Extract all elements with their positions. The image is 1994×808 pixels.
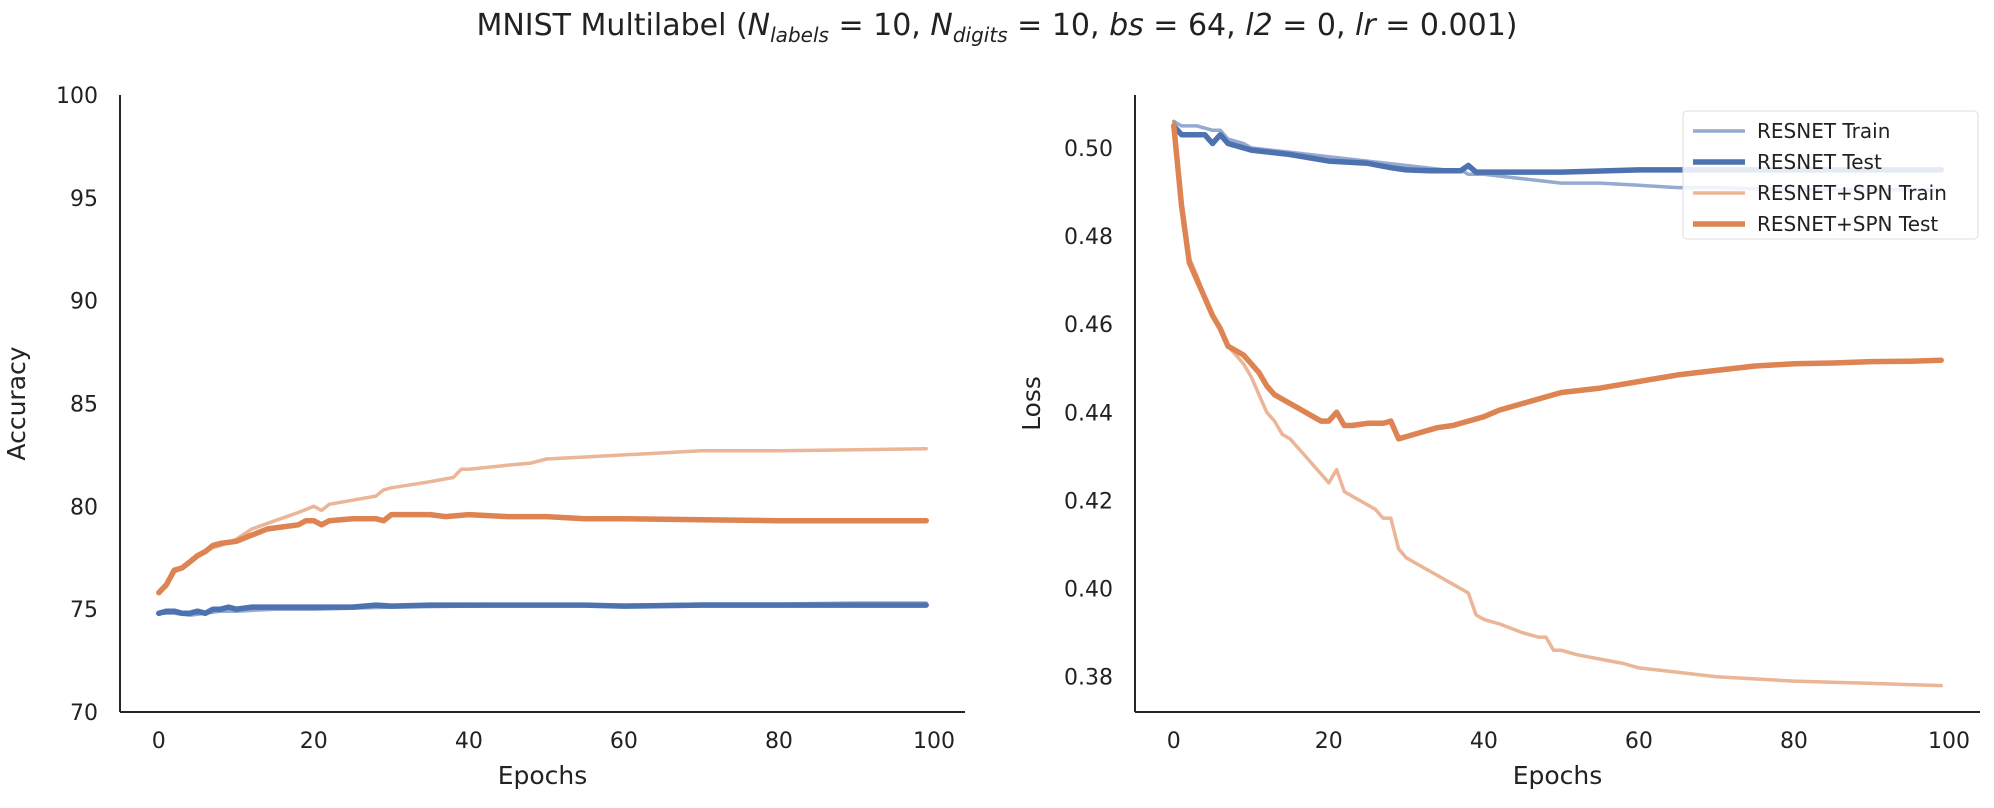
title-l2: l2	[1245, 8, 1273, 43]
x-tick-label: 20	[300, 729, 328, 754]
title-eq-digits: = 10,	[1007, 8, 1110, 43]
y-tick-label: 75	[70, 598, 98, 623]
x-tick-label: 0	[152, 729, 166, 754]
title-suffix: )	[1505, 8, 1518, 43]
title-digits-sub: digits	[952, 23, 1008, 47]
title-eq-bs: = 64,	[1143, 8, 1246, 43]
y-tick-label: 0.44	[1064, 401, 1113, 426]
title-eq-l2: = 0,	[1272, 8, 1356, 43]
title-n-digits: N	[930, 8, 953, 43]
y-tick-label: 70	[70, 701, 98, 726]
y-tick-label: 0.50	[1064, 137, 1113, 162]
title-eq-labels: = 10,	[828, 8, 931, 43]
x-tick-label: 80	[1780, 729, 1808, 754]
title-eq-lr: = 0.001	[1375, 8, 1506, 43]
plot-panel-accuracy: 0 20 40 60 80 100 70 75 80 85 90 95 100 Epochs Accurac…	[2, 84, 965, 790]
series-line-resnet-spn-test	[156, 511, 929, 596]
title-bs: bs	[1109, 8, 1144, 43]
title-prefix: MNIST Multilabel (	[476, 8, 748, 43]
y-tick-label: 100	[56, 84, 98, 109]
series-line-resnet-spn-test	[1171, 123, 1944, 442]
x-tick-label: 40	[455, 729, 483, 754]
legend-entry-label: RESNET Test	[1757, 150, 1882, 174]
y-tick-label: 95	[70, 187, 98, 212]
x-tick-label: 0	[1167, 729, 1181, 754]
y-tick-label: 0.48	[1064, 225, 1113, 250]
series-line-resnet-test	[156, 602, 929, 617]
legend-box	[1682, 110, 1979, 240]
y-tick-label: 0.42	[1064, 489, 1113, 514]
legend-entry-label: RESNET+SPN Test	[1757, 212, 1938, 236]
y-tick-label: 90	[70, 290, 98, 315]
legend-entry-label: RESNET Train	[1757, 119, 1890, 143]
title-lr: lr	[1355, 8, 1376, 43]
y-tick-label: 0.38	[1064, 666, 1113, 691]
y-tick-label: 85	[70, 393, 98, 418]
x-tick-label: 60	[1625, 729, 1653, 754]
y-tick-label: 0.46	[1064, 313, 1113, 338]
x-axis-label: Epochs	[498, 761, 588, 790]
x-tick-label: 60	[610, 729, 638, 754]
y-axis-label: Loss	[1017, 376, 1046, 431]
y-tick-label: 80	[70, 495, 98, 520]
series-line-resnet-test	[1171, 123, 1944, 175]
x-tick-label: 100	[1928, 729, 1970, 754]
x-axis-label: Epochs	[1513, 761, 1603, 790]
x-tick-label: 20	[1315, 729, 1343, 754]
y-tick-label: 0.40	[1064, 578, 1113, 603]
y-axis-label: Accuracy	[2, 346, 31, 460]
legend: RESNET Train RESNET Test RESNET+SPN Train R…	[1682, 110, 1979, 240]
plot-panel-loss: 0 20 40 60 80 100 0.38 0.40 0.42 0.44 0.46 0.48 0.50…	[1017, 95, 1980, 790]
x-tick-label: 100	[913, 729, 955, 754]
title-labels-sub: labels	[770, 23, 829, 47]
title-n-labels: N	[747, 8, 771, 43]
x-tick-label: 40	[1470, 729, 1498, 754]
x-tick-label: 80	[765, 729, 793, 754]
figure-title: MNIST Multilabel (Nlabels = 10, Ndigits …	[0, 8, 1994, 47]
series-line-resnet-spn-train	[1172, 119, 1943, 688]
legend-entry-label: RESNET+SPN Train	[1757, 181, 1947, 205]
